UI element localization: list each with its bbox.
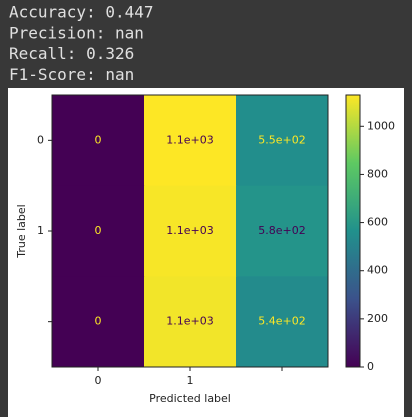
colorbar-tick-label: 1000 [367, 119, 395, 132]
output-line: Precision: nan [9, 23, 144, 42]
heatmap-cell [236, 95, 329, 187]
colorbar-tick-label: 200 [367, 312, 388, 325]
cell-label: 1.1e+03 [166, 224, 213, 237]
cell-label: 5.4e+02 [258, 315, 305, 328]
heatmap-cell [52, 185, 145, 277]
heatmap-cell [52, 95, 145, 187]
cell-label: 5.5e+02 [258, 133, 305, 146]
cell-label: 0 [95, 133, 102, 146]
cell-label: 5.8e+02 [258, 224, 305, 237]
output-line: Accuracy: 0.447 [9, 3, 154, 22]
heatmap-cell [144, 95, 237, 187]
y-tick-label: 1 [37, 224, 44, 237]
cell-label: 0 [95, 224, 102, 237]
heatmap-cell [236, 276, 329, 368]
colorbar-tick-label: 600 [367, 216, 388, 229]
x-tick-label: 1 [187, 374, 194, 387]
output-line: Recall: 0.326 [9, 44, 134, 63]
cell-label: 1.1e+03 [166, 315, 213, 328]
colorbar [345, 94, 361, 368]
x-tick-label: 0 [95, 374, 102, 387]
heatmap-cell [236, 185, 329, 277]
colorbar-tick-label: 800 [367, 167, 388, 180]
colorbar-tick-label: 0 [367, 360, 374, 373]
x-axis-label: Predicted label [149, 392, 231, 405]
heatmap-cell [52, 276, 145, 368]
y-axis-label: True label [15, 204, 28, 258]
y-tick-label: 0 [37, 133, 44, 146]
output-line: F1-Score: nan [9, 65, 134, 84]
cell-label: 1.1e+03 [166, 133, 213, 146]
colorbar-tick-label: 400 [367, 264, 388, 277]
heatmap-cell [144, 185, 237, 277]
heatmap-cell [144, 276, 237, 368]
cell-label: 0 [95, 315, 102, 328]
